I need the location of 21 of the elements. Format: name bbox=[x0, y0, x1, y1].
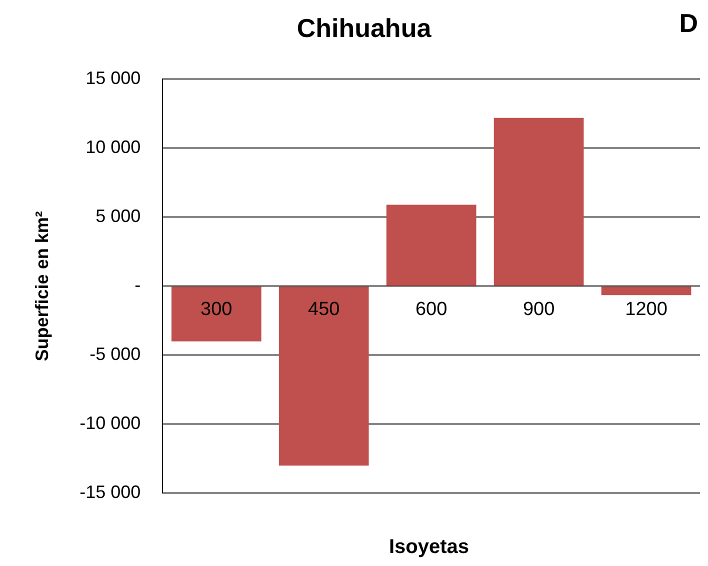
y-tick-label: -15 000 bbox=[80, 482, 141, 502]
y-tick-label: 15 000 bbox=[86, 68, 141, 88]
bar bbox=[601, 286, 692, 296]
bar bbox=[171, 286, 262, 342]
bar bbox=[278, 286, 369, 466]
y-tick-label: 5 000 bbox=[96, 206, 141, 226]
x-tick-label: 1200 bbox=[625, 298, 668, 320]
y-tick-label: - bbox=[134, 275, 141, 296]
chart-title: Chihuahua bbox=[296, 12, 432, 43]
x-tick-label: 450 bbox=[308, 298, 340, 320]
x-tick-label: 900 bbox=[522, 298, 555, 320]
text: D bbox=[679, 8, 698, 39]
x-tick-label: 600 bbox=[415, 298, 448, 320]
bar bbox=[386, 204, 476, 286]
y-axis-title: Superficie en km² bbox=[32, 211, 52, 362]
bar bbox=[494, 118, 584, 286]
x-tick-label: 300 bbox=[200, 298, 232, 320]
y-tick-label: -10 000 bbox=[80, 413, 141, 434]
x-axis-title: Isoyetas bbox=[388, 536, 470, 558]
y-tick-label: 10 000 bbox=[86, 137, 141, 158]
y-tick-label: -5 000 bbox=[90, 344, 141, 364]
